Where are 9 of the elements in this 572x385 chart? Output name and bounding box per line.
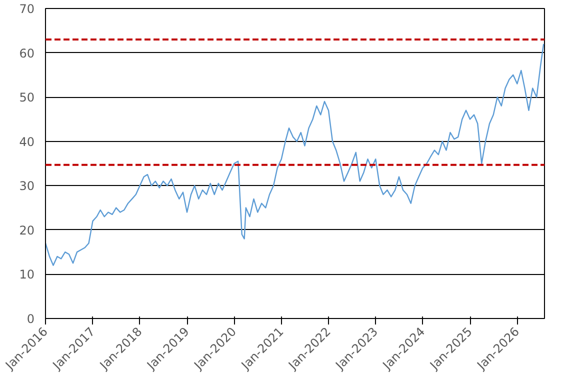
line-series (46, 43, 544, 266)
y-tick-label: 60 (19, 46, 35, 60)
y-tick-label: 20 (19, 223, 35, 238)
y-tick-label: 70 (19, 2, 35, 16)
y-tick-label: 0 (26, 312, 35, 326)
y-tick-label: 40 (19, 134, 35, 149)
y-tick-label: 50 (19, 90, 35, 105)
y-tick-label: 10 (19, 268, 35, 282)
y-tick-label: 30 (19, 179, 35, 194)
